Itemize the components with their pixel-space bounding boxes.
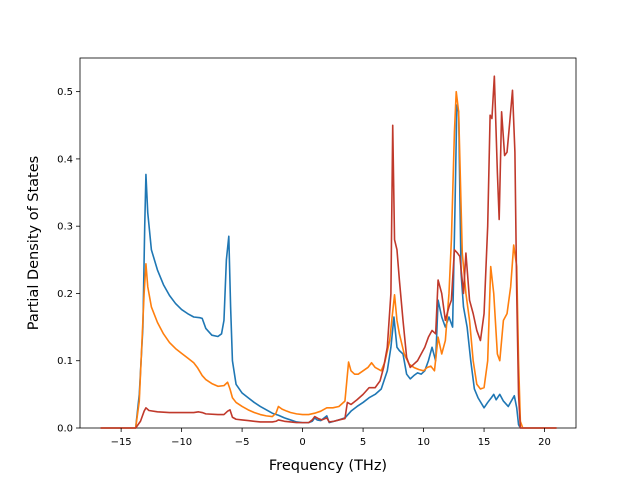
x-tick-label: 15 <box>478 437 491 448</box>
x-axis-ticks: −15 −10 −5 0 5 10 15 20 <box>111 428 551 448</box>
y-tick-label: 0.5 <box>57 87 73 98</box>
x-tick-label: 20 <box>538 437 551 448</box>
y-axis-title: Partial Density of States <box>26 156 42 330</box>
series-line-1 <box>100 104 557 429</box>
y-tick-label: 0.2 <box>57 289 73 300</box>
series-line-3 <box>100 75 557 429</box>
y-tick-label: 0.4 <box>57 154 73 165</box>
x-tick-label: 0 <box>299 437 305 448</box>
x-tick-label: −10 <box>171 437 192 448</box>
x-tick-label: 5 <box>360 437 366 448</box>
x-tick-label: −5 <box>235 437 250 448</box>
y-tick-label: 0.3 <box>57 222 73 233</box>
x-axis-title: Frequency (THz) <box>269 458 387 474</box>
plot-frame <box>79 57 577 429</box>
y-tick-label: 0.0 <box>57 424 73 435</box>
y-tick-label: 0.1 <box>57 356 73 367</box>
y-axis-ticks: 0.0 0.1 0.2 0.3 0.4 0.5 <box>57 87 80 435</box>
series-layer <box>100 75 557 429</box>
series-line-2 <box>100 90 557 429</box>
x-tick-label: −15 <box>111 437 132 448</box>
x-tick-label: 10 <box>417 437 430 448</box>
